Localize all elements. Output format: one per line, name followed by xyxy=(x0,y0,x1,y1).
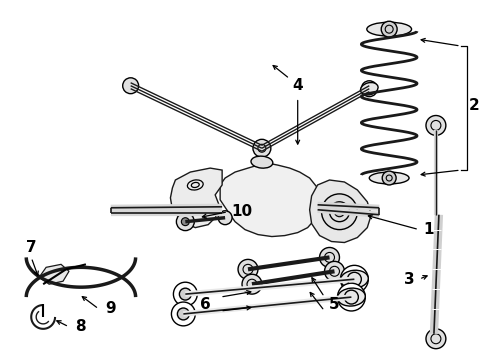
Circle shape xyxy=(176,213,195,231)
Text: 9: 9 xyxy=(105,301,116,316)
Circle shape xyxy=(381,21,397,37)
Text: 3: 3 xyxy=(404,272,415,287)
Ellipse shape xyxy=(367,22,412,36)
Polygon shape xyxy=(39,264,69,284)
Circle shape xyxy=(382,171,396,185)
Circle shape xyxy=(181,218,189,226)
Circle shape xyxy=(321,194,357,230)
Circle shape xyxy=(426,329,446,349)
Circle shape xyxy=(218,211,232,225)
Circle shape xyxy=(122,78,139,94)
Circle shape xyxy=(179,288,191,300)
Circle shape xyxy=(426,116,446,135)
Circle shape xyxy=(338,283,366,311)
Text: 10: 10 xyxy=(231,204,252,219)
Text: 8: 8 xyxy=(75,319,86,334)
Text: 4: 4 xyxy=(293,78,303,93)
Circle shape xyxy=(173,282,197,306)
Text: 1: 1 xyxy=(424,222,434,237)
Text: 6: 6 xyxy=(200,297,211,311)
Circle shape xyxy=(341,265,368,293)
Text: 2: 2 xyxy=(468,98,479,113)
Ellipse shape xyxy=(369,172,409,184)
Polygon shape xyxy=(310,180,371,243)
Circle shape xyxy=(177,308,189,320)
Ellipse shape xyxy=(341,270,368,288)
Circle shape xyxy=(253,139,271,157)
Circle shape xyxy=(324,261,344,281)
Circle shape xyxy=(335,207,344,217)
Text: 5: 5 xyxy=(329,297,340,311)
Circle shape xyxy=(319,247,340,267)
Circle shape xyxy=(242,274,262,294)
Ellipse shape xyxy=(361,82,378,95)
Circle shape xyxy=(172,302,196,326)
Polygon shape xyxy=(220,163,321,237)
Circle shape xyxy=(361,81,377,96)
Text: 7: 7 xyxy=(26,240,37,255)
Ellipse shape xyxy=(251,156,273,168)
Ellipse shape xyxy=(338,288,365,306)
Circle shape xyxy=(238,260,258,279)
Polygon shape xyxy=(171,168,222,228)
